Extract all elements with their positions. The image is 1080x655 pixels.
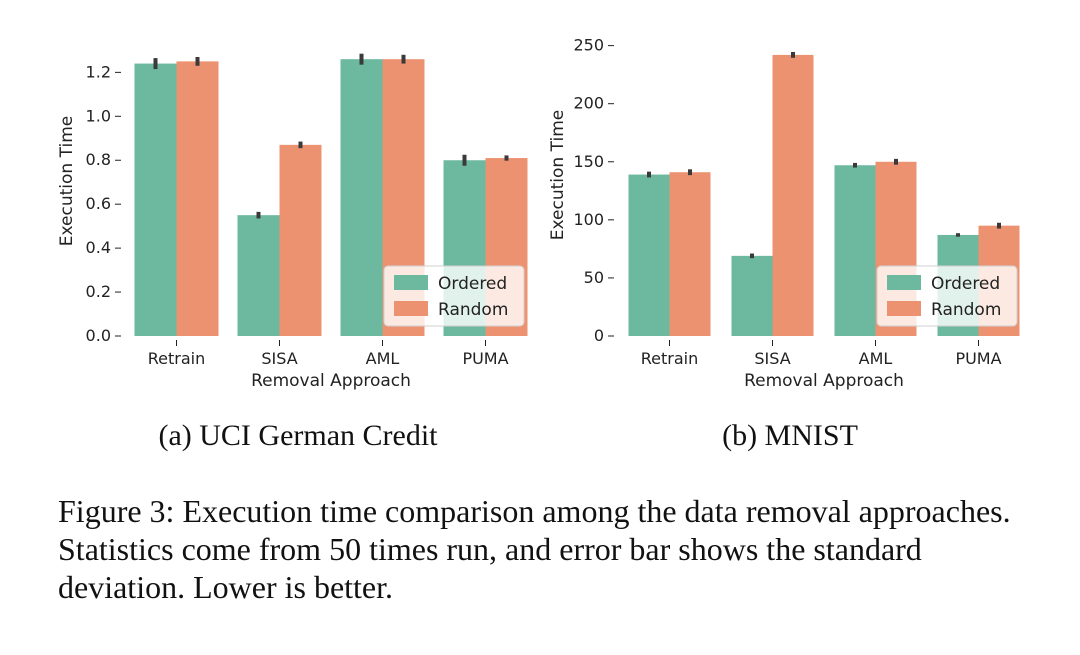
y-tick-label: 150 xyxy=(573,152,604,171)
x-tick-label: SISA xyxy=(261,349,297,368)
legend-label-random: Random xyxy=(931,300,1001,320)
x-tick-label: PUMA xyxy=(462,349,508,368)
bar-ordered-retrain xyxy=(134,63,177,337)
y-tick-label: 1.0 xyxy=(86,106,111,125)
y-axis-label: Execution Time xyxy=(548,110,568,240)
x-tick-label: Retrain xyxy=(148,349,205,368)
y-tick-label: 0.2 xyxy=(86,282,111,301)
x-tick-label: AML xyxy=(859,349,893,368)
bar-random-retrain xyxy=(669,172,711,336)
bar-ordered-aml xyxy=(834,165,876,336)
legend-label-random: Random xyxy=(438,300,508,320)
y-tick-label: 0.8 xyxy=(86,150,111,169)
subcaption-b: (b) MNIST xyxy=(722,419,858,452)
x-tick-label: Retrain xyxy=(641,349,698,368)
y-tick-label: 0.0 xyxy=(86,326,111,345)
figure-caption: Figure 3: Execution time comparison amon… xyxy=(58,493,1011,605)
bar-ordered-retrain xyxy=(628,174,670,336)
chart-uci-german-credit: 0.0 0.2 0.4 0.6 0.8 1.0 1.2 Retrain SISA AML PUMA R… xyxy=(57,53,528,391)
x-tick-label: SISA xyxy=(754,349,790,368)
y-tick-label: 0.6 xyxy=(86,194,111,213)
y-tick-label: 50 xyxy=(584,268,604,287)
y-tick-label: 200 xyxy=(573,94,604,113)
y-tick-label: 1.2 xyxy=(86,62,111,81)
bar-ordered-aml xyxy=(340,59,383,336)
bar-random-sisa xyxy=(772,54,814,337)
x-tick-label: PUMA xyxy=(955,349,1001,368)
bar-random-retrain xyxy=(176,61,219,337)
bar-ordered-sisa xyxy=(731,255,773,336)
y-axis-label: Execution Time xyxy=(57,116,77,246)
y-tick-label: 0.4 xyxy=(86,238,111,257)
figure-canvas: 0.0 0.2 0.4 0.6 0.8 1.0 1.2 Retrain SISA AML PUMA R… xyxy=(57,36,1020,452)
y-tick-label: 100 xyxy=(573,210,604,229)
legend-swatch-random xyxy=(394,301,428,316)
legend-swatch-ordered xyxy=(887,275,921,290)
y-tick-label: 250 xyxy=(573,36,604,55)
bar-random-sisa xyxy=(279,144,322,336)
x-axis-label: Removal Approach xyxy=(251,371,411,391)
chart-mnist: 0 50 100 150 200 250 Retrain SISA AML PUMA Removal… xyxy=(548,36,1020,391)
legend-swatch-random xyxy=(887,301,921,316)
x-tick-label: AML xyxy=(366,349,400,368)
bar-ordered-sisa xyxy=(237,215,280,336)
subcaption-a: (a) UCI German Credit xyxy=(158,419,438,452)
x-axis-label: Removal Approach xyxy=(744,371,904,391)
legend-swatch-ordered xyxy=(394,275,428,290)
legend-label-ordered: Ordered xyxy=(931,274,1000,294)
y-tick-label: 0 xyxy=(594,326,604,345)
legend-label-ordered: Ordered xyxy=(438,274,507,294)
